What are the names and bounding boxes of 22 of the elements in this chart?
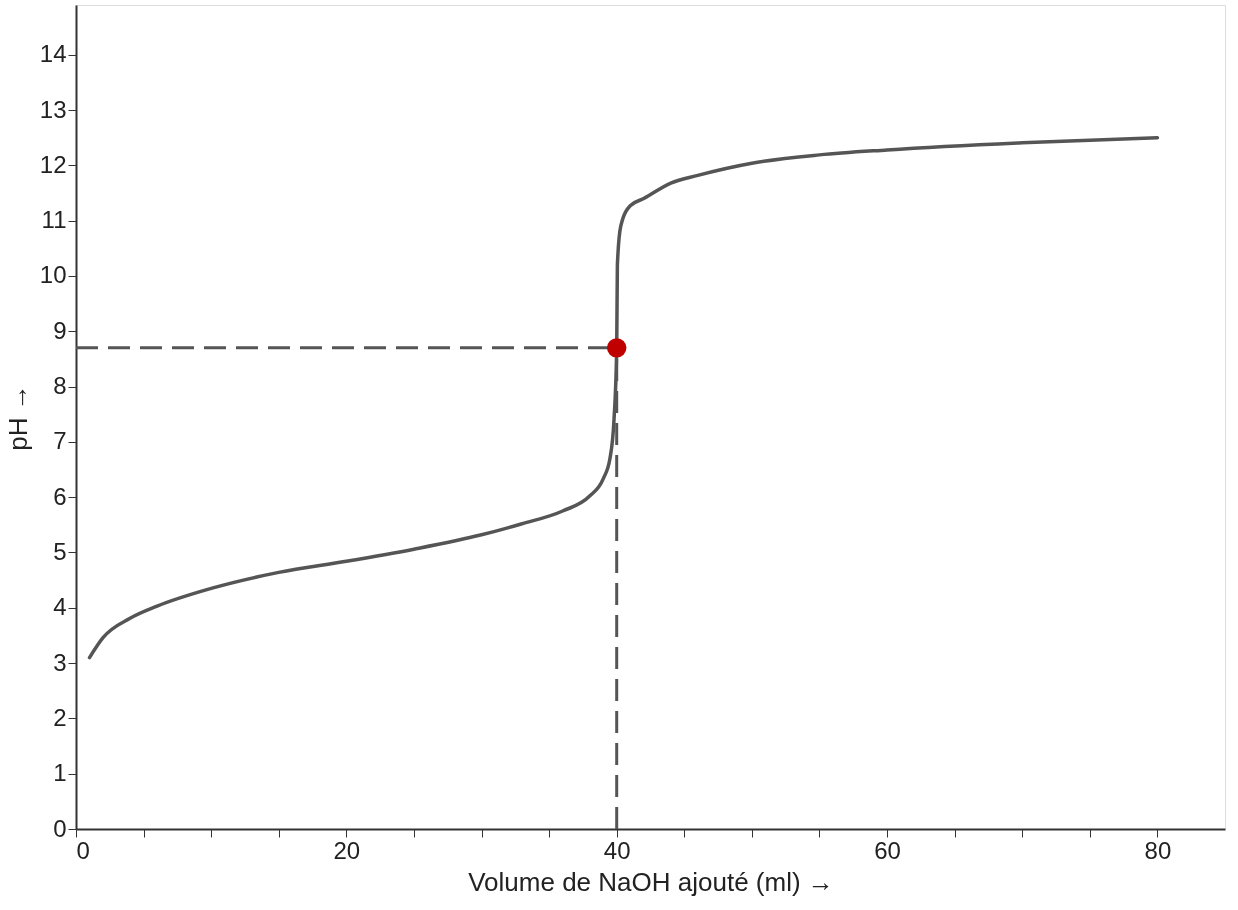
x-tick-label: 80	[1144, 836, 1172, 864]
x-tick-label: 40	[603, 836, 631, 864]
y-tick-label: 9	[53, 316, 67, 344]
y-tick-label: 11	[41, 206, 67, 234]
y-tick-label: 13	[39, 95, 67, 123]
y-tick-label: 10	[39, 261, 67, 289]
y-tick-label: 3	[53, 648, 67, 676]
y-tick-label: 0	[53, 814, 67, 842]
x-tick-label: 60	[874, 836, 901, 864]
y-tick-label: 14	[39, 40, 67, 68]
x-tick-label: 20	[333, 836, 361, 864]
y-tick-label: 12	[39, 150, 67, 178]
y-tick-label: 8	[53, 372, 67, 400]
y-tick-label: 7	[53, 427, 67, 455]
x-axis-title: Volume de NaOH ajouté (ml) →	[468, 866, 834, 897]
x-tick-label: 0	[76, 836, 90, 864]
y-tick-label: 1	[53, 759, 67, 787]
y-tick-label: 5	[53, 537, 67, 565]
y-tick-label: 2	[53, 703, 67, 731]
y-tick-label: 4	[53, 593, 67, 621]
y-axis-title: pH →	[2, 384, 33, 451]
y-tick-label: 6	[53, 482, 67, 510]
